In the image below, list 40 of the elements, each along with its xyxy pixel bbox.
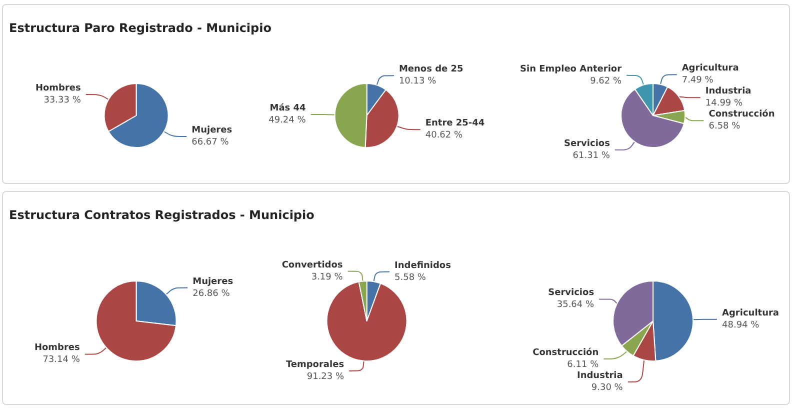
slice-label: Más 44 — [270, 102, 306, 114]
slice-label: Industria — [576, 370, 623, 381]
data-label: 35.64 % — [556, 300, 594, 310]
slice-label: Hombres — [34, 343, 80, 354]
slice-label: Menos de 25 — [398, 64, 464, 75]
data-label: 91.23 % — [306, 372, 344, 382]
slice-label: Temporales — [286, 360, 344, 370]
slice-label: Construcción — [708, 108, 775, 120]
data-label: 33.33 % — [44, 95, 82, 106]
data-label: 14.99 % — [705, 98, 744, 109]
data-label: 10.13 % — [398, 76, 437, 87]
slice-label: Mujeres — [192, 276, 234, 287]
data-label: 66.67 % — [192, 138, 230, 148]
slice-label: Construcción — [532, 346, 599, 358]
data-label: 73.14 % — [42, 355, 80, 366]
data-label: 6.11 % — [567, 360, 600, 370]
chart-title: Estructura Contratos Registrados - Municipio — [9, 208, 314, 222]
data-label: 49.24 % — [268, 116, 306, 126]
slice-label: Hombres — [35, 83, 81, 94]
data-label: 9.62 % — [590, 76, 622, 86]
data-label: 6.58 % — [708, 122, 741, 132]
slice-label: Convertidos — [282, 260, 343, 270]
slice-label: Mujeres — [192, 126, 232, 136]
slice-label: Sin Empleo Anterior — [520, 64, 622, 74]
slice-label: Servicios — [564, 138, 610, 149]
data-label: 48.94 % — [722, 320, 760, 330]
data-label: 40.62 % — [425, 130, 463, 141]
slice-label: Servicios — [548, 288, 594, 298]
data-label: 3.19 % — [311, 272, 344, 282]
data-label: 9.30 % — [591, 382, 624, 393]
data-label: 5.58 % — [394, 272, 426, 283]
slice-label: Entre 25-44 — [425, 118, 485, 129]
slice-label: Agricultura — [682, 64, 739, 74]
data-label: 26.86 % — [192, 288, 230, 299]
slice-label: Indefinidos — [394, 260, 451, 271]
data-label: 7.49 % — [682, 76, 714, 86]
chart-title: Estructura Paro Registrado - Municipio — [9, 21, 272, 35]
data-label: 61.31 % — [572, 150, 610, 161]
slice-label: Industria — [705, 86, 752, 97]
slice-label: Agricultura — [722, 308, 780, 318]
